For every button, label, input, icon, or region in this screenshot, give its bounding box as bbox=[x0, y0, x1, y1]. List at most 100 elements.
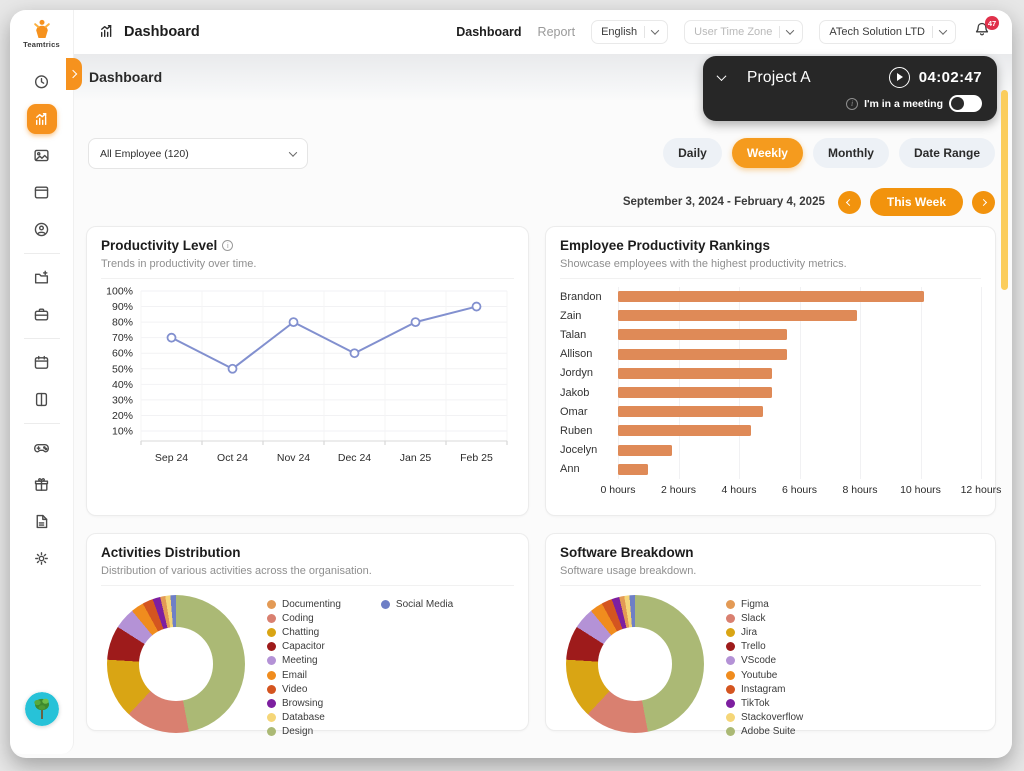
dashboard-chart-icon bbox=[98, 22, 115, 43]
sidebar-item-rewards[interactable] bbox=[27, 470, 57, 500]
sidebar-item-games[interactable] bbox=[27, 433, 57, 463]
legend-color-dot bbox=[267, 671, 276, 680]
legend-item: Youtube bbox=[726, 668, 803, 682]
next-week-button[interactable] bbox=[972, 191, 995, 214]
sidebar-item-screenshots[interactable] bbox=[27, 141, 57, 171]
meeting-info-icon[interactable]: i bbox=[846, 98, 858, 110]
project-timer-widget: Project A 04:02:47 i I'm in a meeting bbox=[703, 56, 997, 121]
bar-label: Jocelyn bbox=[560, 441, 618, 460]
app-logo[interactable]: Teamtrics bbox=[23, 19, 60, 49]
legend-color-dot bbox=[726, 727, 735, 736]
notifications-button[interactable]: 47 bbox=[974, 21, 990, 43]
activities-card: Activities Distribution Distribution of … bbox=[86, 533, 529, 731]
bar-jakob bbox=[618, 387, 772, 398]
timezone-select[interactable]: User Time Zone bbox=[684, 20, 803, 44]
legend-item: TikTok bbox=[726, 696, 803, 710]
svg-text:Sep 24: Sep 24 bbox=[155, 452, 188, 464]
sidebar-item-employees[interactable] bbox=[27, 215, 57, 245]
info-icon[interactable]: i bbox=[222, 240, 233, 251]
chevron-down-icon bbox=[786, 26, 794, 34]
legend-color-dot bbox=[267, 713, 276, 722]
legend-item: Email bbox=[267, 668, 341, 682]
company-select[interactable]: ATech Solution LTD bbox=[819, 20, 956, 44]
legend-color-dot bbox=[726, 685, 735, 694]
legend-color-dot bbox=[726, 671, 735, 680]
clock-icon bbox=[33, 73, 50, 90]
language-select[interactable]: English bbox=[591, 20, 668, 44]
activities-legend: DocumentingCodingChattingCapacitorMeetin… bbox=[267, 597, 453, 739]
bar-brandon bbox=[618, 291, 924, 302]
activities-donut-wrap: DocumentingCodingChattingCapacitorMeetin… bbox=[101, 595, 514, 739]
svg-text:40%: 40% bbox=[112, 379, 133, 391]
sidebar-item-documents[interactable] bbox=[27, 507, 57, 537]
legend-item: Coding bbox=[267, 611, 341, 625]
svg-text:20%: 20% bbox=[112, 410, 133, 422]
software-subtitle: Software usage breakdown. bbox=[560, 565, 981, 586]
tablet-icon bbox=[33, 391, 50, 408]
range-button-daily[interactable]: Daily bbox=[663, 138, 722, 168]
nav-dashboard[interactable]: Dashboard bbox=[456, 25, 521, 39]
nav-report[interactable]: Report bbox=[538, 25, 576, 39]
legend-item: VScode bbox=[726, 654, 803, 668]
employee-select[interactable]: All Employee (120) bbox=[88, 138, 308, 169]
legend-color-dot bbox=[267, 727, 276, 736]
software-title: Software Breakdown bbox=[560, 545, 694, 560]
bar-jocelyn bbox=[618, 445, 672, 456]
bar-ruben bbox=[618, 425, 751, 436]
sidebar-item-settings[interactable] bbox=[27, 544, 57, 574]
bar-zain bbox=[618, 310, 857, 321]
svg-text:80%: 80% bbox=[112, 317, 133, 329]
file-icon bbox=[33, 513, 50, 530]
range-button-monthly[interactable]: Monthly bbox=[813, 138, 889, 168]
logo-text: Teamtrics bbox=[23, 40, 60, 49]
rankings-subtitle: Showcase employees with the highest prod… bbox=[560, 258, 981, 279]
bar-axis-tick: 0 hours bbox=[600, 484, 635, 496]
calendar-icon bbox=[33, 354, 50, 371]
bar-labels: BrandonZainTalanAllisonJordynJakobOmarRu… bbox=[560, 287, 618, 479]
prev-week-button[interactable] bbox=[838, 191, 861, 214]
gift-icon bbox=[33, 476, 50, 493]
svg-text:60%: 60% bbox=[112, 348, 133, 360]
legend-item: Design bbox=[267, 725, 341, 739]
bar-ann bbox=[618, 464, 648, 475]
legend-item: Instagram bbox=[726, 682, 803, 696]
widget-collapse-icon[interactable] bbox=[717, 71, 727, 81]
user-icon bbox=[33, 221, 50, 238]
sidebar-item-workspace[interactable] bbox=[27, 300, 57, 330]
date-navigation: September 3, 2024 - February 4, 2025 Thi… bbox=[623, 188, 995, 216]
bar-label: Allison bbox=[560, 345, 618, 364]
legend-item: Browsing bbox=[267, 696, 341, 710]
this-week-button[interactable]: This Week bbox=[870, 188, 963, 216]
play-button[interactable] bbox=[889, 67, 910, 88]
vertical-scrollbar-thumb[interactable] bbox=[1001, 90, 1008, 290]
line-chart-svg: 100%90%80%70%60%50%40%30%20%10%Sep 24Oct… bbox=[101, 279, 515, 487]
legend-color-dot bbox=[726, 628, 735, 637]
sidebar-expand-handle[interactable] bbox=[66, 58, 82, 90]
range-button-date-range[interactable]: Date Range bbox=[899, 138, 995, 168]
bar-label: Zain bbox=[560, 306, 618, 325]
chevron-down-icon bbox=[289, 148, 297, 156]
bar-axis-tick: 4 hours bbox=[721, 484, 756, 496]
bar-label: Talan bbox=[560, 325, 618, 344]
sidebar-item-devices[interactable] bbox=[27, 385, 57, 415]
user-avatar[interactable] bbox=[25, 692, 59, 726]
svg-text:Jan 25: Jan 25 bbox=[400, 452, 432, 464]
sidebar-item-dashboard[interactable] bbox=[27, 104, 57, 134]
sidebar-item-apps-websites[interactable] bbox=[27, 178, 57, 208]
timer-project-name[interactable]: Project A bbox=[747, 69, 811, 87]
legend-color-dot bbox=[267, 699, 276, 708]
bar-label: Jakob bbox=[560, 383, 618, 402]
sidebar-item-time-tracking[interactable] bbox=[27, 67, 57, 97]
legend-item: Capacitor bbox=[267, 640, 341, 654]
bar-axis-tick: 10 hours bbox=[900, 484, 941, 496]
legend-item: Stackoverflow bbox=[726, 711, 803, 725]
sidebar-item-attendance[interactable] bbox=[27, 348, 57, 378]
range-buttons: Daily Weekly Monthly Date Range bbox=[663, 138, 995, 168]
timer-value: 04:02:47 bbox=[919, 69, 982, 86]
svg-text:Feb 25: Feb 25 bbox=[460, 452, 493, 464]
meeting-toggle[interactable] bbox=[949, 95, 982, 112]
sidebar-item-projects[interactable] bbox=[27, 263, 57, 293]
gear-icon bbox=[33, 550, 50, 567]
range-button-weekly[interactable]: Weekly bbox=[732, 138, 803, 168]
date-range-text: September 3, 2024 - February 4, 2025 bbox=[623, 196, 825, 208]
